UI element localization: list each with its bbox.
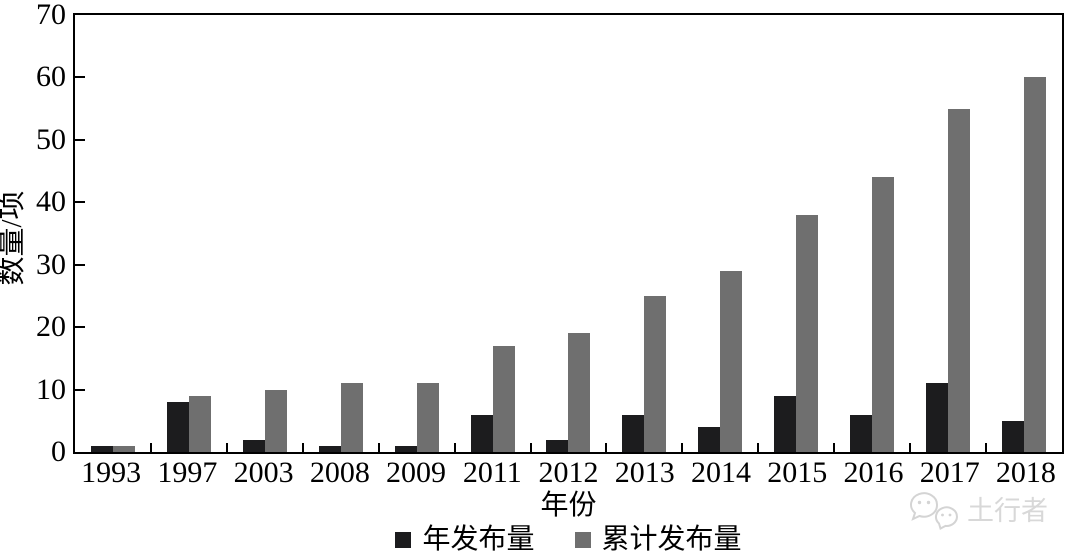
x-category-label: 1997 bbox=[157, 456, 218, 489]
bar-cumulative bbox=[340, 383, 363, 452]
bar-annual bbox=[470, 414, 493, 452]
y-tick-mark bbox=[75, 326, 85, 329]
x-tick-mark bbox=[529, 443, 532, 452]
watermark-text: 土行者 bbox=[967, 495, 1048, 526]
bar-annual bbox=[394, 445, 417, 452]
y-tick-mark bbox=[75, 201, 85, 204]
bar-cumulative bbox=[568, 333, 591, 452]
x-axis-title: 年份 bbox=[540, 490, 597, 521]
y-tick-mark bbox=[75, 138, 85, 141]
bar-cumulative bbox=[416, 383, 439, 452]
x-tick-mark bbox=[377, 443, 380, 452]
x-category-label: 2014 bbox=[690, 456, 751, 489]
bar-annual bbox=[242, 439, 265, 452]
x-category-label: 2016 bbox=[843, 456, 904, 489]
bar-group-2018 bbox=[986, 15, 1062, 452]
x-category-label: 2018 bbox=[995, 456, 1056, 489]
x-category-label: 2015 bbox=[767, 456, 828, 489]
bar-groups bbox=[75, 15, 1062, 452]
y-tick-label: 50 bbox=[36, 122, 66, 156]
legend-item-annual: 年发布量 bbox=[395, 524, 535, 555]
y-tick-label: 20 bbox=[36, 310, 66, 344]
bar-cumulative bbox=[948, 108, 971, 452]
legend: 年发布量 累计发布量 bbox=[73, 526, 1064, 554]
bar-cumulative bbox=[1024, 77, 1047, 452]
bar-group-2012 bbox=[531, 15, 607, 452]
bar-cumulative bbox=[492, 345, 515, 452]
bar-cumulative bbox=[720, 270, 743, 452]
x-category-label: 2012 bbox=[538, 456, 599, 489]
x-category-label: 1993 bbox=[81, 456, 142, 489]
y-tick-mark bbox=[75, 76, 85, 79]
y-axis-tick-labels: 0 10 20 30 40 50 60 70 bbox=[0, 0, 66, 467]
y-tick-mark bbox=[75, 388, 85, 391]
bar-cumulative bbox=[264, 389, 287, 452]
bar-annual bbox=[850, 414, 873, 452]
bar-cumulative bbox=[796, 214, 819, 452]
x-tick-mark bbox=[225, 443, 228, 452]
bar-annual bbox=[90, 445, 113, 452]
x-axis-tick-labels: 1993 1997 2003 2008 2009 2011 2012 2013 2014 2015… bbox=[73, 458, 1064, 488]
legend-label-cumulative: 累计发布量 bbox=[601, 524, 742, 555]
y-tick-label: 70 bbox=[36, 0, 66, 31]
bar-annual bbox=[926, 383, 949, 452]
watermark: 土行者 bbox=[909, 490, 1048, 532]
x-tick-mark bbox=[909, 443, 912, 452]
bar-cumulative bbox=[188, 395, 211, 452]
bar-group-2014 bbox=[682, 15, 758, 452]
bar-annual bbox=[166, 402, 189, 452]
bar-group-2003 bbox=[227, 15, 303, 452]
legend-swatch-annual bbox=[395, 532, 412, 548]
x-category-label: 2013 bbox=[614, 456, 675, 489]
x-category-label: 2003 bbox=[233, 456, 294, 489]
x-category-label: 2011 bbox=[462, 456, 522, 489]
bar-group-2013 bbox=[606, 15, 682, 452]
wechat-icon bbox=[910, 492, 959, 530]
x-category-label: 2017 bbox=[919, 456, 980, 489]
plot-area bbox=[73, 13, 1064, 454]
bar-group-1993 bbox=[75, 15, 151, 452]
y-tick-label: 30 bbox=[36, 247, 66, 281]
x-tick-mark bbox=[681, 443, 684, 452]
x-tick-mark bbox=[833, 443, 836, 452]
bar-annual bbox=[1002, 420, 1025, 452]
legend-swatch-cumulative bbox=[574, 532, 591, 548]
bar-group-2008 bbox=[303, 15, 379, 452]
y-tick-label: 10 bbox=[36, 372, 66, 406]
y-tick-label: 60 bbox=[36, 60, 66, 94]
bar-annual bbox=[318, 445, 341, 452]
x-tick-mark bbox=[605, 443, 608, 452]
x-tick-mark bbox=[149, 443, 152, 452]
x-tick-mark bbox=[757, 443, 760, 452]
bar-cumulative bbox=[644, 295, 667, 452]
bar-group-2009 bbox=[379, 15, 455, 452]
bar-group-2015 bbox=[758, 15, 834, 452]
x-category-label: 2008 bbox=[309, 456, 370, 489]
bar-cumulative bbox=[112, 445, 135, 452]
bar-group-2017 bbox=[910, 15, 986, 452]
y-tick-mark bbox=[75, 263, 85, 266]
y-tick-label: 0 bbox=[51, 435, 66, 468]
x-category-label: 2009 bbox=[386, 456, 447, 489]
bar-annual bbox=[622, 414, 645, 452]
bar-annual bbox=[774, 395, 797, 452]
x-tick-mark bbox=[985, 443, 988, 452]
y-tick-label: 40 bbox=[36, 185, 66, 219]
bar-annual bbox=[698, 427, 721, 452]
x-tick-mark bbox=[453, 443, 456, 452]
bar-annual bbox=[546, 439, 569, 452]
bar-group-1997 bbox=[151, 15, 227, 452]
legend-item-cumulative: 累计发布量 bbox=[574, 524, 742, 555]
bar-cumulative bbox=[872, 177, 895, 452]
x-tick-mark bbox=[301, 443, 304, 452]
bar-group-2016 bbox=[834, 15, 910, 452]
legend-label-annual: 年发布量 bbox=[422, 524, 535, 555]
bar-group-2011 bbox=[455, 15, 531, 452]
